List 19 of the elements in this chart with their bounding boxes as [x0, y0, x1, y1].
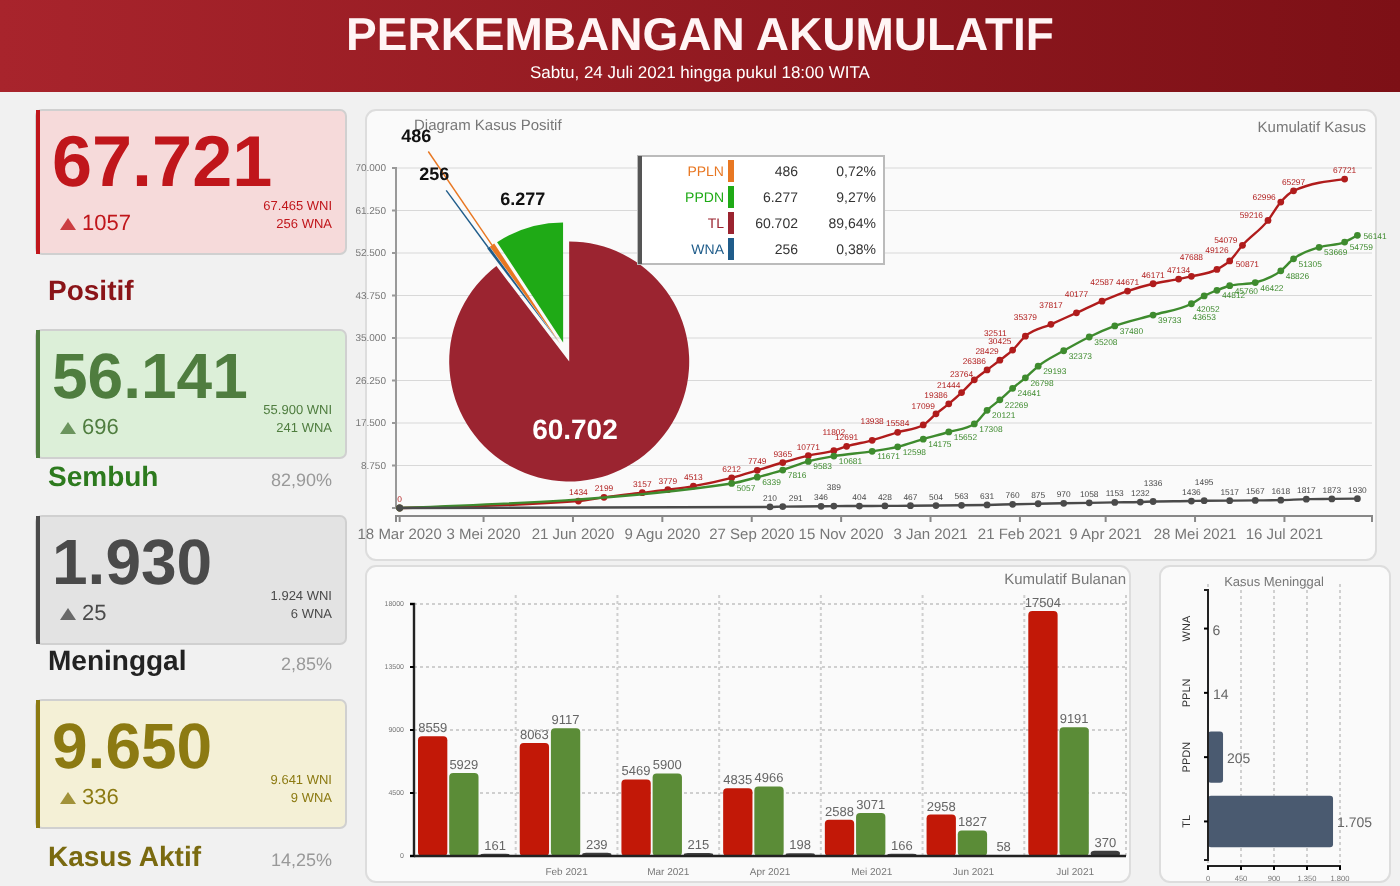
text: 1057	[82, 212, 131, 236]
text: 336	[82, 786, 119, 810]
data-label: 60.702	[532, 412, 619, 445]
text: Sabtu, 24 Juli 2021 hingga pukul 18:00 WITA	[530, 62, 871, 82]
text: 14,25%	[270, 850, 332, 870]
text: 56.141	[52, 340, 248, 412]
text: Meninggal	[48, 644, 187, 676]
text: 9.650	[52, 710, 213, 782]
text: 696	[82, 416, 119, 440]
text: 1.930	[52, 526, 213, 598]
text: 67.721	[52, 120, 273, 202]
data-label: 6.277	[500, 188, 546, 209]
text: 25	[82, 602, 107, 626]
text: PERKEMBANGAN AKUMULATIF	[346, 8, 1054, 60]
text: Kasus Aktif	[48, 840, 202, 872]
text: Sembuh	[48, 460, 159, 492]
text: 2,85%	[280, 654, 332, 674]
text: 82,90%	[270, 470, 332, 490]
text: Positif	[48, 274, 135, 306]
